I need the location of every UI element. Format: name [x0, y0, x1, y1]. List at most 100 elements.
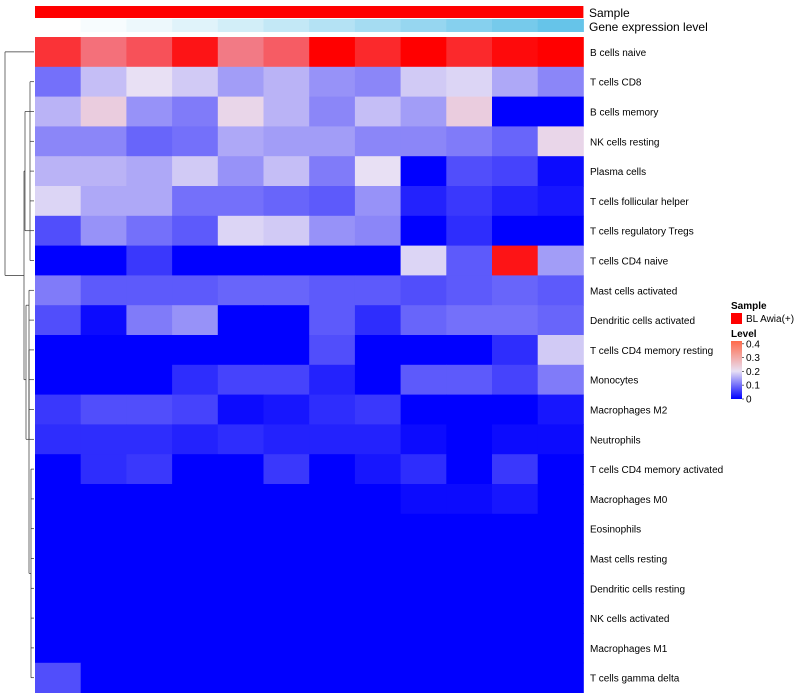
heatmap-cell — [217, 424, 264, 455]
heatmap-cell — [126, 126, 173, 157]
heatmap-cell — [400, 156, 447, 187]
heatmap-cell — [492, 424, 539, 455]
heatmap-cell — [354, 513, 401, 544]
heatmap-cell — [35, 96, 82, 127]
expression-annotation-cell — [446, 19, 493, 32]
heatmap-cell — [400, 66, 447, 97]
heatmap-cell — [80, 484, 127, 515]
heatmap-cell — [263, 275, 310, 306]
heatmap-cell — [537, 186, 584, 217]
row-label: Dendritic cells resting — [590, 584, 685, 595]
heatmap-cell — [537, 424, 584, 455]
heatmap-cell — [172, 215, 219, 246]
heatmap-cell — [492, 513, 539, 544]
row-label: T cells follicular helper — [590, 197, 689, 208]
heatmap-cell — [400, 543, 447, 574]
row-label: Macrophages M0 — [590, 495, 668, 506]
legend-level-title: Level — [731, 329, 757, 340]
heatmap-cell — [492, 275, 539, 306]
heatmap-cell — [400, 96, 447, 127]
heatmap-cell — [80, 66, 127, 97]
heatmap-cell — [309, 186, 356, 217]
heatmap-cell — [126, 37, 173, 68]
heatmap-cell — [126, 245, 173, 276]
heatmap-cell — [126, 484, 173, 515]
heatmap-cell — [446, 305, 493, 336]
heatmap-cell — [537, 245, 584, 276]
heatmap-cell — [217, 603, 264, 634]
heatmap-cell — [35, 126, 82, 157]
heatmap-cell — [35, 424, 82, 455]
heatmap-cell — [492, 633, 539, 664]
heatmap-cell — [217, 37, 264, 68]
heatmap-cell — [35, 394, 82, 425]
heatmap-cell — [446, 573, 493, 604]
heatmap-cell — [172, 394, 219, 425]
heatmap-cell — [263, 245, 310, 276]
heatmap-cell — [537, 275, 584, 306]
heatmap-cell — [400, 335, 447, 366]
heatmap-cell — [263, 513, 310, 544]
heatmap-cell — [217, 484, 264, 515]
heatmap-cell — [263, 603, 310, 634]
heatmap-cell — [354, 394, 401, 425]
heatmap-cell — [263, 484, 310, 515]
heatmap-cell — [172, 484, 219, 515]
heatmap-cell — [80, 424, 127, 455]
heatmap-cell — [400, 484, 447, 515]
heatmap-cell — [80, 126, 127, 157]
heatmap-cell — [354, 156, 401, 187]
heatmap-cell — [309, 513, 356, 544]
heatmap-cell — [354, 335, 401, 366]
heatmap-cell — [537, 454, 584, 485]
heatmap-cell — [537, 484, 584, 515]
heatmap-cell — [492, 394, 539, 425]
heatmap-cell — [263, 215, 310, 246]
heatmap-cell — [400, 126, 447, 157]
heatmap-cell — [263, 394, 310, 425]
heatmap-cell — [217, 543, 264, 574]
heatmap-cell — [400, 454, 447, 485]
heatmap-cell — [309, 66, 356, 97]
heatmap-cell — [80, 215, 127, 246]
heatmap-cell — [354, 305, 401, 336]
heatmap-cell — [80, 513, 127, 544]
legend-tick-label: 0.3 — [746, 353, 760, 364]
heatmap-cell — [35, 513, 82, 544]
heatmap-cell — [126, 633, 173, 664]
heatmap-cell — [309, 424, 356, 455]
heatmap-cell — [263, 37, 310, 68]
heatmap-cell — [126, 454, 173, 485]
heatmap-cell — [172, 305, 219, 336]
heatmap-cell — [80, 245, 127, 276]
expression-annotation-cell — [400, 19, 447, 32]
heatmap-cell — [172, 96, 219, 127]
heatmap-cell — [354, 96, 401, 127]
heatmap-cell — [537, 394, 584, 425]
heatmap-cell — [537, 662, 584, 693]
heatmap-cell — [126, 394, 173, 425]
heatmap-cell — [172, 424, 219, 455]
sample-annotation-bar — [35, 6, 584, 18]
heatmap-cell — [309, 126, 356, 157]
heatmap-cell — [80, 96, 127, 127]
heatmap-cell — [400, 662, 447, 693]
heatmap-cell — [263, 573, 310, 604]
heatmap-cell — [309, 37, 356, 68]
sample-track-label: Sample — [589, 6, 630, 20]
heatmap-cell — [35, 454, 82, 485]
heatmap-cell — [537, 96, 584, 127]
heatmap-cell — [354, 633, 401, 664]
row-label: B cells naive — [590, 48, 647, 59]
heatmap-cell — [492, 215, 539, 246]
expression-annotation-cell — [309, 19, 356, 32]
heatmap-cell — [35, 364, 82, 395]
row-label: Mast cells activated — [590, 286, 677, 297]
row-label: NK cells activated — [590, 614, 669, 625]
heatmap-cell — [126, 186, 173, 217]
row-label: T cells regulatory Tregs — [590, 227, 694, 238]
heatmap-cell — [35, 484, 82, 515]
heatmap-cell — [492, 66, 539, 97]
heatmap-cell — [492, 573, 539, 604]
heatmap-cell — [400, 186, 447, 217]
